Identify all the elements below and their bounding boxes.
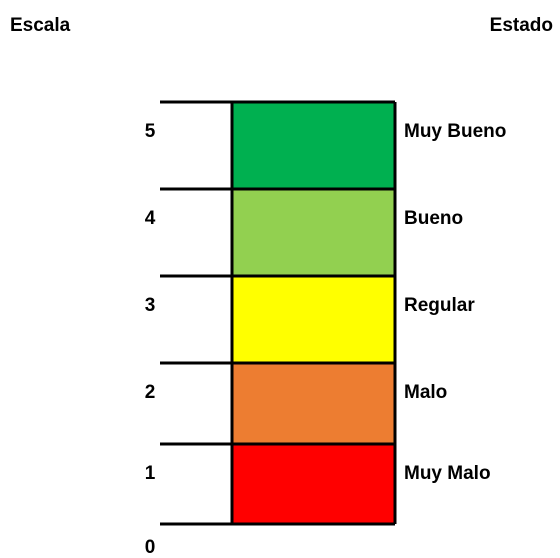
level-box bbox=[232, 276, 395, 363]
level-box bbox=[232, 102, 395, 189]
state-title: Estado bbox=[490, 15, 553, 36]
scale-title: Escala bbox=[10, 15, 71, 36]
state-label: Bueno bbox=[404, 208, 463, 229]
state-label: Muy Bueno bbox=[404, 121, 506, 142]
state-label: Malo bbox=[404, 382, 447, 403]
level-box bbox=[232, 189, 395, 276]
scale-number: 3 bbox=[145, 295, 156, 316]
scale-number: 2 bbox=[145, 382, 156, 403]
scale-number: 1 bbox=[145, 463, 156, 484]
state-label: Muy Malo bbox=[404, 463, 491, 484]
scale-number: 0 bbox=[145, 537, 156, 558]
level-box bbox=[232, 444, 395, 524]
level-box bbox=[232, 363, 395, 444]
state-label: Regular bbox=[404, 295, 475, 316]
scale-number: 4 bbox=[145, 208, 156, 229]
scale-number: 5 bbox=[145, 121, 156, 142]
